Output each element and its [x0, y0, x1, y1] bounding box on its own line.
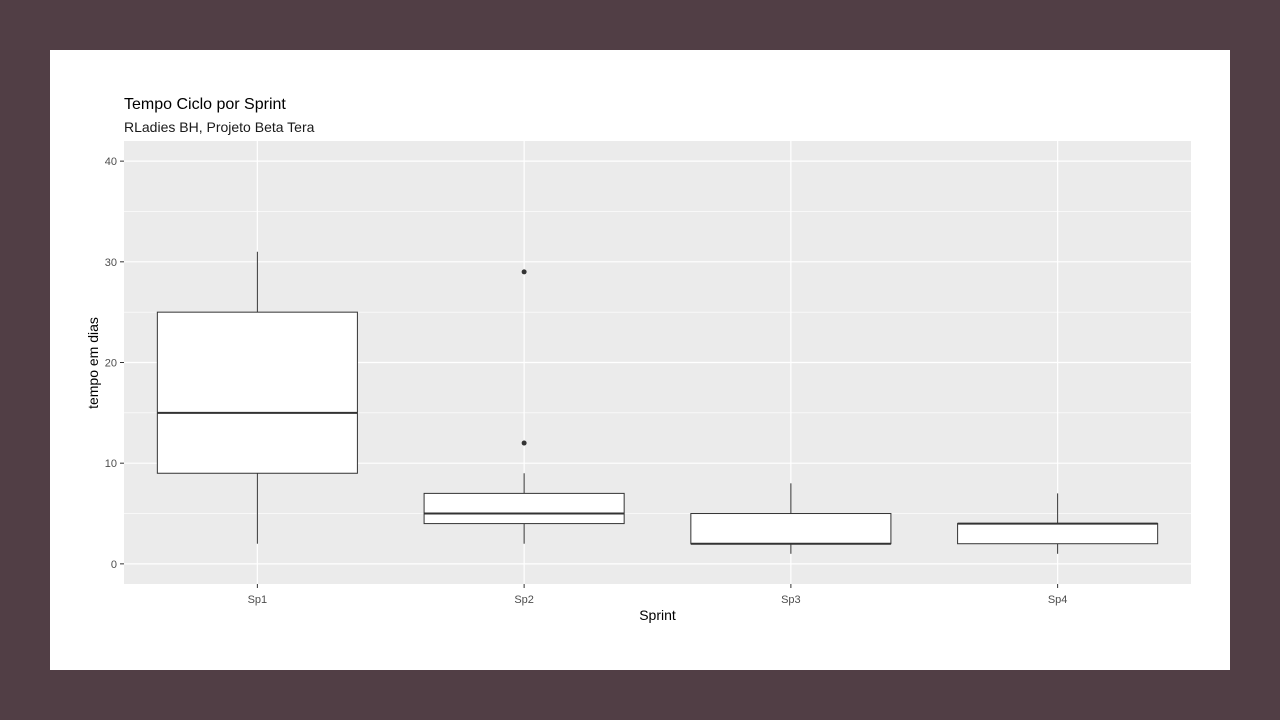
x-tick-label: Sp3: [781, 594, 801, 606]
x-tick-label: Sp2: [514, 594, 534, 606]
y-tick-label: 0: [111, 559, 117, 571]
axes-layer: 0 10 20 30 40 Sp1 Sp2 Sp3 Sp4: [105, 156, 1068, 606]
chart-subtitle: RLadies BH, Projeto Beta Tera: [124, 119, 315, 135]
box-iqr: [957, 523, 1159, 545]
x-tick-label: Sp1: [248, 594, 268, 606]
y-tick-label: 40: [105, 156, 117, 168]
x-axis-title: Sprint: [639, 607, 676, 623]
outlier-point: [521, 440, 527, 446]
box-iqr: [156, 311, 358, 474]
box-sp2: [423, 269, 625, 544]
y-tick-label: 30: [105, 257, 117, 269]
outlier-point: [521, 269, 527, 275]
y-axis-title: tempo em dias: [85, 317, 101, 409]
box-sp3: [690, 483, 892, 554]
box-sp4: [957, 493, 1159, 554]
y-tick-label: 10: [105, 458, 117, 470]
chart-title: Tempo Ciclo por Sprint: [124, 96, 286, 113]
y-tick-label: 20: [105, 358, 117, 370]
x-tick-label: Sp4: [1048, 594, 1068, 606]
box-iqr: [423, 492, 625, 525]
box-sp1: [156, 251, 358, 544]
box-iqr: [690, 513, 892, 545]
boxes-layer: [156, 251, 1159, 554]
